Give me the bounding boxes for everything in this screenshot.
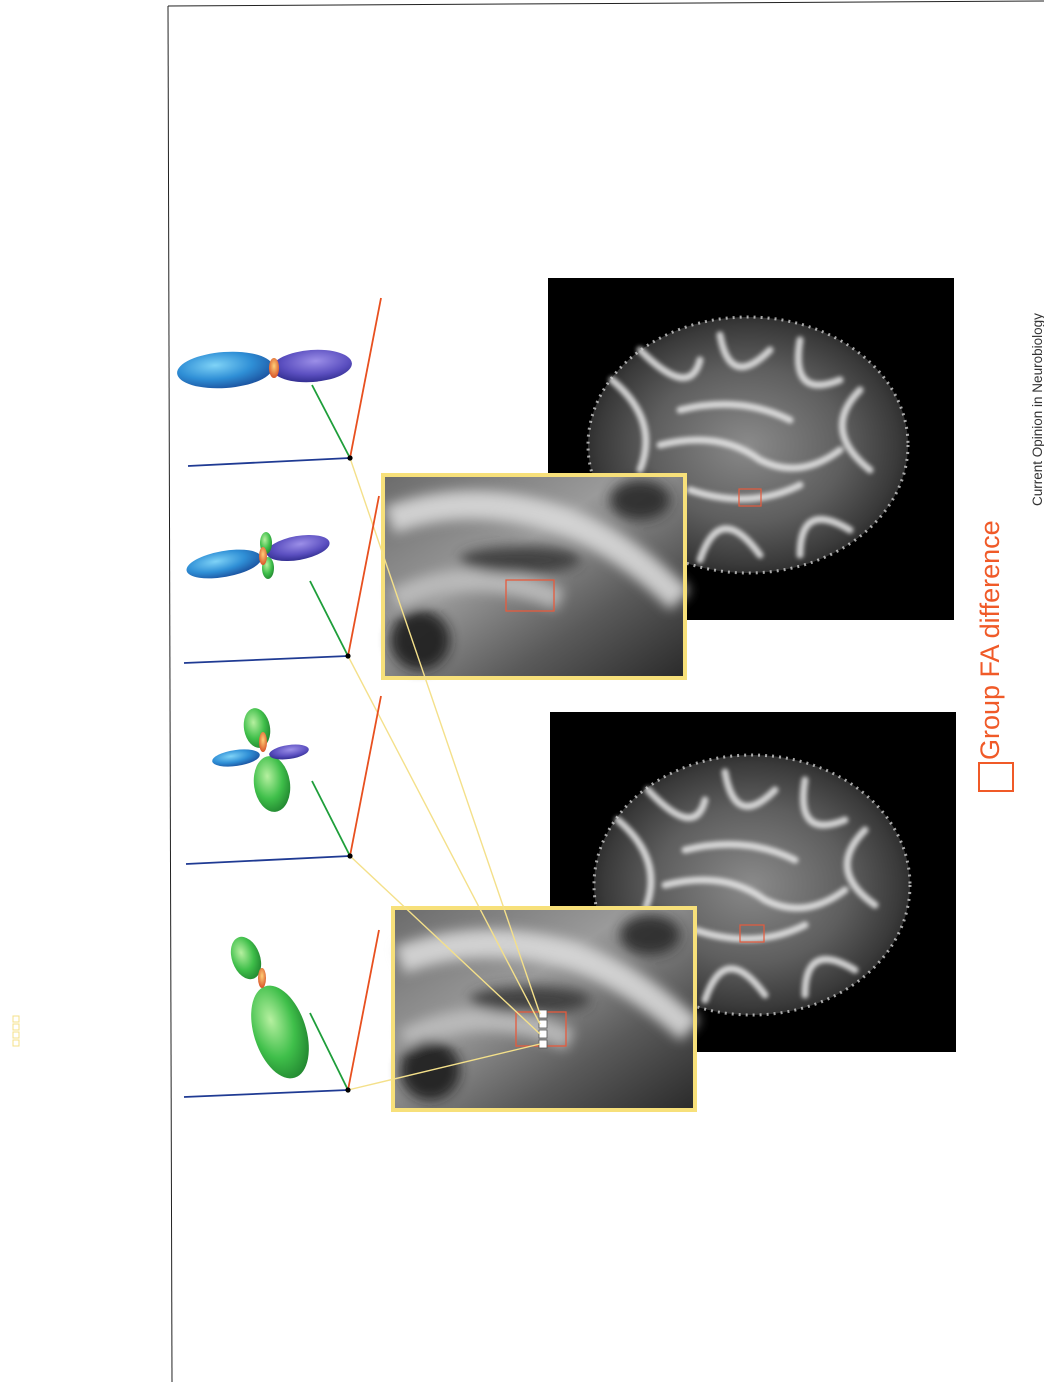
orientation-glyph-3	[212, 708, 309, 812]
legend-label: Group FA difference	[975, 520, 1005, 760]
roi-marker-bottom	[739, 924, 765, 943]
axis-set-2	[183, 495, 380, 664]
roi-marker-top	[738, 488, 762, 507]
frame-top-line	[167, 0, 1044, 7]
axis-set-3	[185, 695, 382, 865]
small-voxel-marks	[12, 1015, 20, 1047]
axis-set-4	[183, 929, 380, 1098]
roi-zoom-top	[505, 579, 555, 612]
journal-credit: Current Opinion in Neurobiology	[1030, 313, 1044, 506]
orientation-glyph-1	[177, 349, 352, 389]
frame-left-line	[167, 5, 173, 1382]
orientation-glyph-2	[186, 532, 330, 579]
voxel-grid	[538, 1009, 548, 1049]
axis-set-1	[187, 297, 382, 467]
zoom-inset-top	[381, 473, 690, 680]
orientation-glyph-4	[230, 936, 309, 1079]
connector-lines	[347, 457, 541, 1091]
legend-swatch	[978, 762, 1014, 792]
